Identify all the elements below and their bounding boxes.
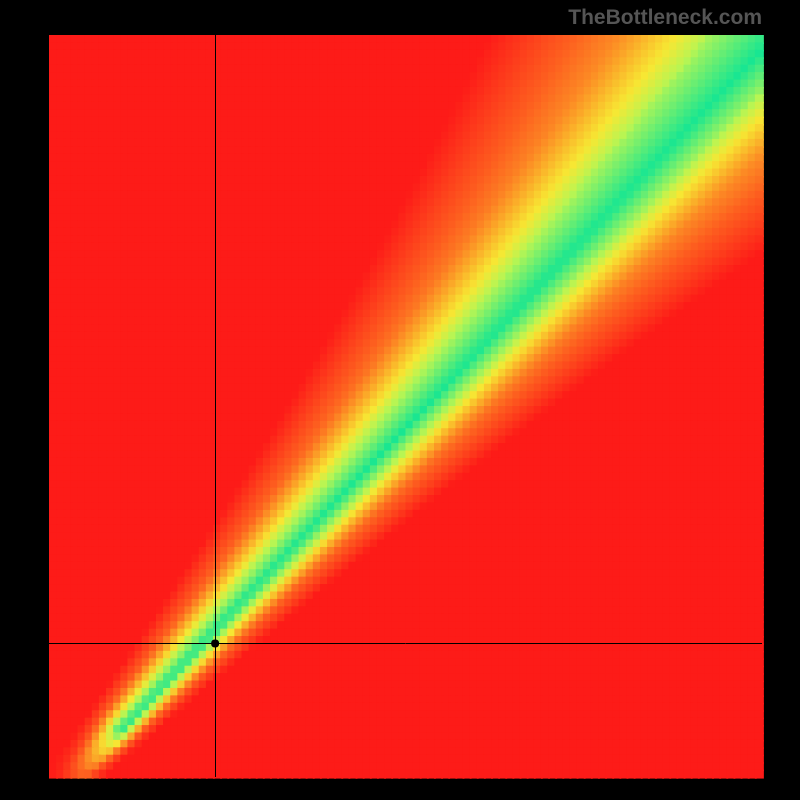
watermark-text: TheBottleneck.com	[568, 6, 762, 30]
heatmap-canvas	[0, 0, 800, 800]
chart-container: { "watermark": { "text": "TheBottleneck.…	[0, 0, 800, 800]
